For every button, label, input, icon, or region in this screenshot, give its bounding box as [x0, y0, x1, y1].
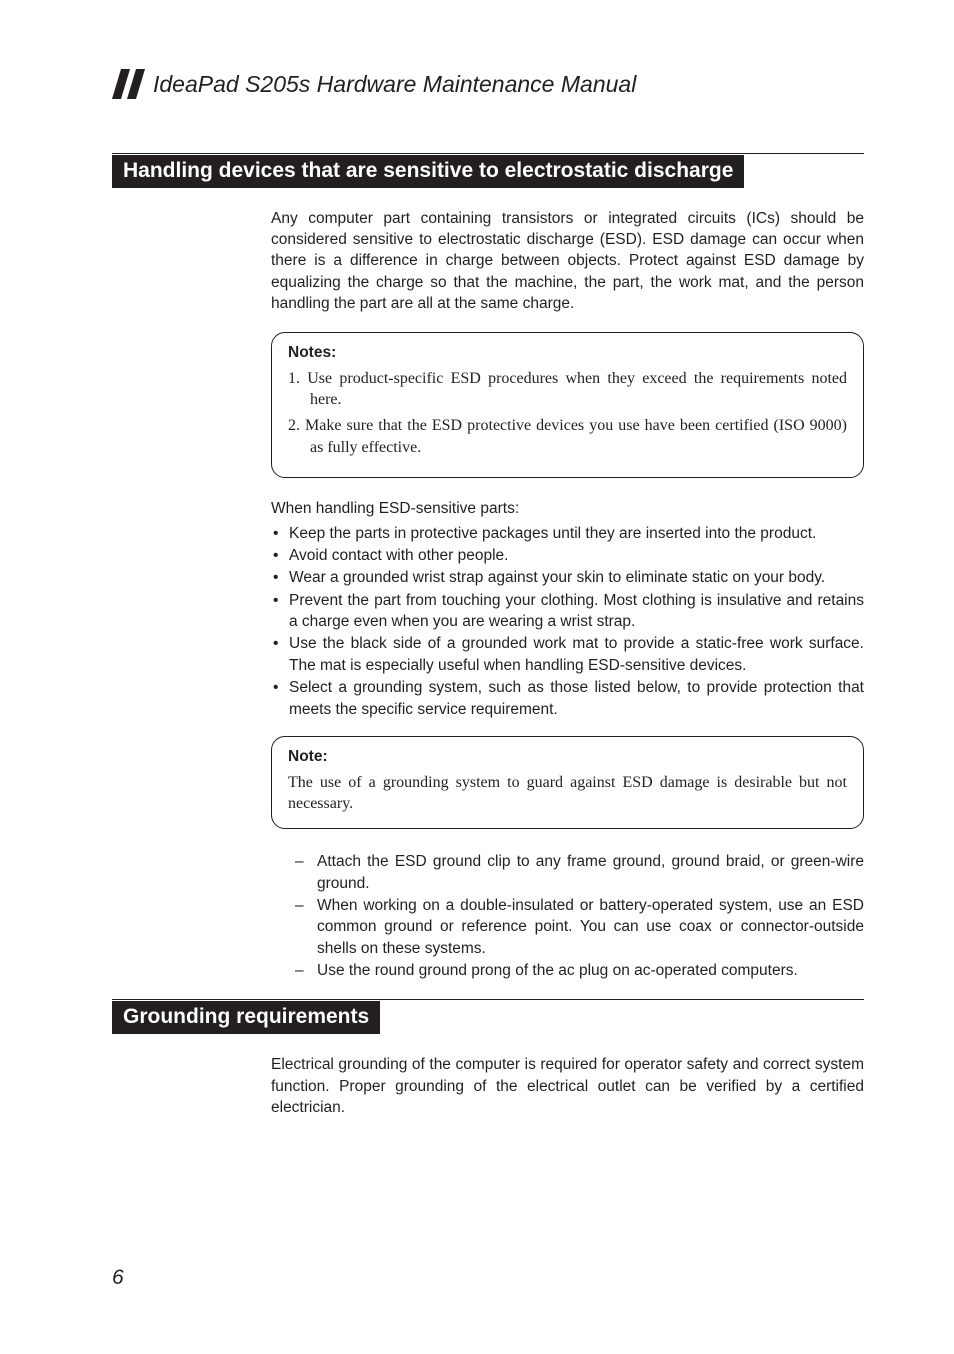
section-grounding-body: Electrical grounding of the computer is … — [271, 1054, 864, 1118]
list-item: When working on a double-insulated or ba… — [293, 895, 864, 959]
list-item: Keep the parts in protective packages un… — [271, 523, 864, 544]
list-item: Avoid contact with other people. — [271, 545, 864, 566]
list-item: Use the round ground prong of the ac plu… — [293, 960, 864, 981]
manual-title: IdeaPad S205s Hardware Maintenance Manua… — [153, 71, 636, 98]
notes-list: 1. Use product-specific ESD procedures w… — [288, 368, 847, 457]
section-divider — [112, 999, 864, 1000]
page-number: 6 — [112, 1266, 124, 1290]
handling-intro: When handling ESD-sensitive parts: — [271, 500, 864, 518]
note-box-single: Note: The use of a grounding system to g… — [271, 736, 864, 829]
note-heading: Note: — [288, 748, 847, 766]
page-header: IdeaPad S205s Hardware Maintenance Manua… — [112, 69, 864, 99]
esd-intro-paragraph: Any computer part containing transistors… — [271, 208, 864, 314]
notes-box: Notes: 1. Use product-specific ESD proce… — [271, 332, 864, 477]
note-body: The use of a grounding system to guard a… — [288, 772, 847, 814]
list-item: Select a grounding system, such as those… — [271, 677, 864, 720]
section-esd-body: Any computer part containing transistors… — [271, 208, 864, 981]
list-item: 2. Make sure that the ESD protective dev… — [288, 415, 847, 457]
section-heading-grounding: Grounding requirements — [112, 1001, 380, 1034]
notes-heading: Notes: — [288, 344, 847, 362]
list-item: Prevent the part from touching your clot… — [271, 590, 864, 633]
list-item: Attach the ESD ground clip to any frame … — [293, 851, 864, 894]
dash-list: Attach the ESD ground clip to any frame … — [271, 851, 864, 981]
double-slash-icon — [112, 69, 148, 99]
grounding-paragraph: Electrical grounding of the computer is … — [271, 1054, 864, 1118]
list-item: Wear a grounded wrist strap against your… — [271, 567, 864, 588]
list-item: 1. Use product-specific ESD procedures w… — [288, 368, 847, 410]
list-item: Use the black side of a grounded work ma… — [271, 633, 864, 676]
section-heading-esd: Handling devices that are sensitive to e… — [112, 155, 744, 188]
handling-bullet-list: Keep the parts in protective packages un… — [271, 523, 864, 720]
section-divider — [112, 153, 864, 154]
